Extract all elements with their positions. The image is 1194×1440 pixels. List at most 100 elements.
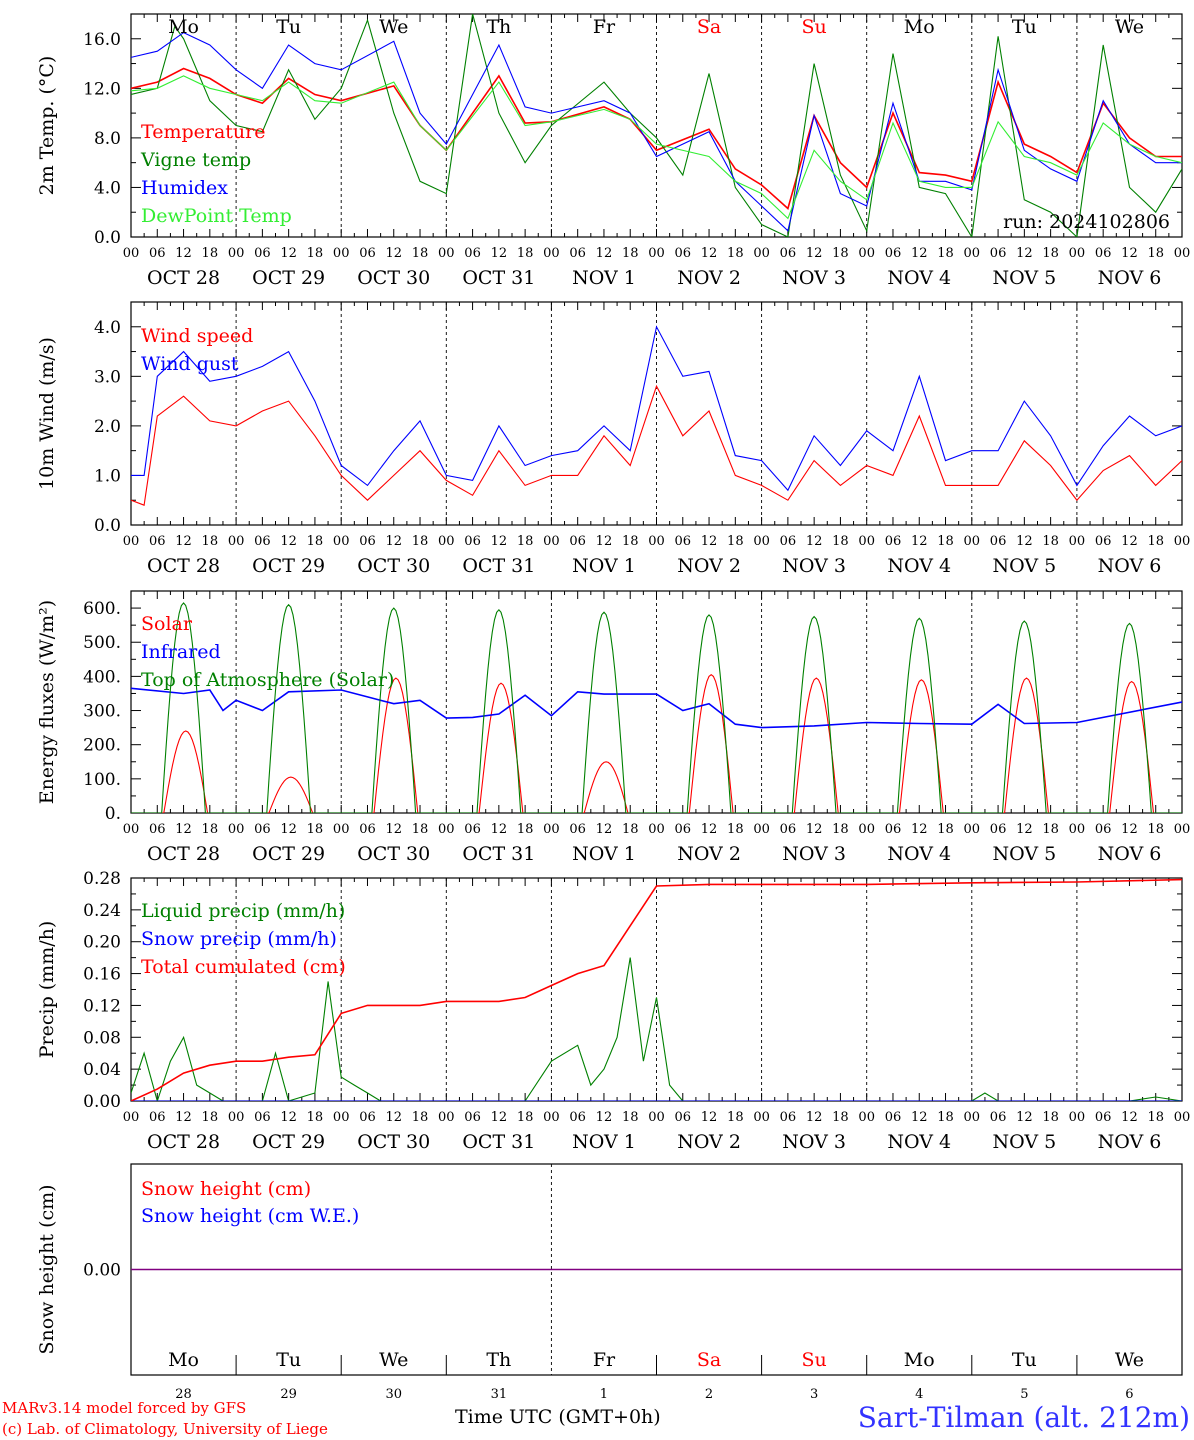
hour-label: 18 xyxy=(1042,822,1059,837)
date-label: OCT 28 xyxy=(147,843,220,865)
day-of-week-label: Mo xyxy=(168,16,199,38)
hour-label: 00 xyxy=(1069,822,1086,837)
hour-label: 06 xyxy=(254,246,271,261)
day-of-week-label: We xyxy=(1115,16,1144,38)
y-tick-label: 0.28 xyxy=(83,869,121,889)
plot-frame xyxy=(130,301,1183,526)
model-credit: MARv3.14 model forced by GFS xyxy=(2,1399,246,1417)
hour-label: 18 xyxy=(1147,534,1164,549)
date-label: NOV 1 xyxy=(572,1131,636,1153)
hour-label: 12 xyxy=(491,534,508,549)
hour-label: 18 xyxy=(727,1110,744,1125)
panel-1: 00 06 12 18 00 06 12 18 00 06 12 18 00 06 12 18 00 06 12 18… xyxy=(36,13,1190,289)
hour-label: 12 xyxy=(1121,1110,1138,1125)
y-tick-label: 0.00 xyxy=(83,1092,121,1112)
lab-credit: (c) Lab. of Climatology, University of L… xyxy=(2,1420,328,1438)
y-tick-label: 400. xyxy=(83,667,121,687)
hour-label: 12 xyxy=(280,822,297,837)
day-of-week-label: Fr xyxy=(593,1349,616,1371)
x-axis-title: Time UTC (GMT+0h) xyxy=(455,1406,661,1428)
date-label: NOV 3 xyxy=(782,1131,846,1153)
hour-label: 18 xyxy=(727,822,744,837)
hour-label: 12 xyxy=(596,822,613,837)
date-label: OCT 31 xyxy=(462,1131,535,1153)
hour-label: 06 xyxy=(569,1110,586,1125)
hour-label: 18 xyxy=(937,534,954,549)
hour-label: 06 xyxy=(569,246,586,261)
legend-entry: Humidex xyxy=(141,177,228,199)
hour-label: 06 xyxy=(464,822,481,837)
hour-label: 00 xyxy=(228,534,245,549)
day-number-label: 29 xyxy=(280,1387,297,1402)
hour-label: 12 xyxy=(1121,534,1138,549)
panel-3: 00 06 12 18 00 06 12 18 00 06 12 18 00 06 12 18 00 06 12 18… xyxy=(36,590,1190,865)
legend-entry: Temperature xyxy=(141,121,265,143)
hour-label: 18 xyxy=(1042,534,1059,549)
hour-label: 18 xyxy=(832,1110,849,1125)
date-label: NOV 6 xyxy=(1098,843,1162,865)
hour-label: 18 xyxy=(307,1110,324,1125)
hour-label: 00 xyxy=(123,246,140,261)
date-label: NOV 5 xyxy=(992,267,1056,289)
series-line-liquid-precip-mm-h- xyxy=(131,957,1182,1101)
y-tick-label: 0.0 xyxy=(94,228,121,248)
hour-label: 06 xyxy=(464,1110,481,1125)
hour-label: 12 xyxy=(911,246,928,261)
hour-label: 12 xyxy=(911,534,928,549)
y-tick-label: 0.0 xyxy=(94,516,121,536)
date-label: OCT 29 xyxy=(252,267,325,289)
day-number-label: 30 xyxy=(385,1387,402,1402)
date-label: OCT 28 xyxy=(147,555,220,577)
hour-label: 12 xyxy=(491,1110,508,1125)
day-of-week-label: We xyxy=(379,1349,408,1371)
hour-label: 06 xyxy=(254,1110,271,1125)
hour-label: 12 xyxy=(806,822,823,837)
hour-label: 06 xyxy=(675,534,692,549)
hour-label: 18 xyxy=(412,534,429,549)
hour-label: 06 xyxy=(569,534,586,549)
hour-label: 12 xyxy=(806,246,823,261)
hour-label: 00 xyxy=(858,246,875,261)
hour-label: 00 xyxy=(964,1110,981,1125)
legend-entry: Snow height (cm W.E.) xyxy=(141,1205,359,1227)
hour-label: 12 xyxy=(596,534,613,549)
date-label: OCT 29 xyxy=(252,1131,325,1153)
legend-entry: Vigne temp xyxy=(140,149,251,171)
hour-label: 06 xyxy=(149,534,166,549)
hour-label: 00 xyxy=(228,246,245,261)
hour-label: 00 xyxy=(753,246,770,261)
date-label: NOV 3 xyxy=(782,843,846,865)
y-tick-label: 0.04 xyxy=(83,1060,121,1080)
date-label: NOV 6 xyxy=(1098,1131,1162,1153)
hour-label: 00 xyxy=(648,1110,665,1125)
hour-label: 06 xyxy=(149,246,166,261)
hour-label: 00 xyxy=(753,822,770,837)
series-line-temperature xyxy=(131,67,1182,210)
hour-label: 00 xyxy=(964,246,981,261)
day-of-week-label: Su xyxy=(802,16,827,38)
hour-label: 18 xyxy=(202,246,219,261)
y-tick-label: 4.0 xyxy=(94,178,121,198)
hour-label: 00 xyxy=(858,822,875,837)
hour-label: 18 xyxy=(517,534,534,549)
hour-label: 18 xyxy=(1042,1110,1059,1125)
date-label: OCT 29 xyxy=(252,843,325,865)
y-tick-label: 500. xyxy=(83,633,121,653)
hour-label: 06 xyxy=(464,246,481,261)
hour-label: 18 xyxy=(622,822,639,837)
y-tick-label: 8.0 xyxy=(94,129,121,149)
hour-label: 12 xyxy=(701,1110,718,1125)
series-group xyxy=(131,602,1182,813)
hour-label: 12 xyxy=(491,822,508,837)
y-tick-label: 0.00 xyxy=(83,1261,121,1281)
date-label: OCT 30 xyxy=(357,1131,430,1153)
station-name: Sart-Tilman (alt. 212m) xyxy=(858,1401,1190,1434)
hour-label: 00 xyxy=(1174,1110,1191,1125)
day-of-week-label: Mo xyxy=(168,1349,199,1371)
hour-label: 06 xyxy=(464,534,481,549)
hour-label: 06 xyxy=(885,1110,902,1125)
series-group xyxy=(131,14,1182,237)
hour-label: 00 xyxy=(648,534,665,549)
day-of-week-label: Tu xyxy=(276,1349,301,1371)
